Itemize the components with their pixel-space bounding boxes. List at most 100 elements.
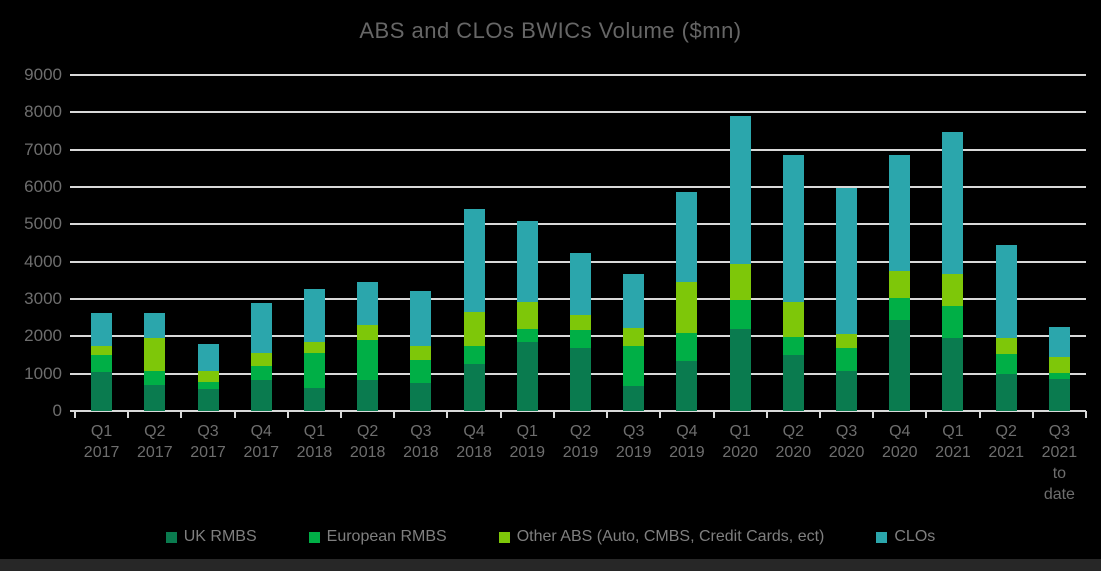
bar-segment [889, 319, 911, 411]
bar-segment [303, 288, 325, 343]
x-axis-tick [978, 411, 981, 418]
bar-segment [729, 263, 751, 300]
footer-strip [0, 559, 1101, 571]
x-axis-tick [712, 411, 715, 418]
bar-segment [570, 330, 591, 348]
plot-area [70, 74, 1087, 418]
gridline [70, 74, 1086, 76]
x-axis-label: Q2 2021 [988, 423, 1024, 461]
x-axis-tick [286, 411, 289, 418]
bar-segment [144, 370, 166, 385]
bar-segment [303, 342, 325, 354]
bar-segment [463, 312, 485, 347]
bar-segment [676, 192, 698, 282]
bar-segment [836, 370, 858, 411]
x-axis-label: Q3 2021 to date [1041, 423, 1078, 503]
bar-segment [516, 328, 538, 342]
bar-segment [357, 340, 379, 381]
y-axis-tick-label: 5000 [24, 214, 62, 234]
x-axis-tick [393, 411, 396, 418]
x-axis-tick [74, 411, 76, 418]
legend-marker [165, 531, 177, 543]
bar-segment [410, 383, 432, 411]
bar-segment [729, 329, 751, 411]
x-axis-tick [446, 411, 449, 418]
bar-segment [357, 282, 379, 325]
bar-segment [836, 334, 858, 348]
bar-segment [995, 337, 1017, 354]
bar-segment [570, 347, 591, 411]
bar-segment [889, 155, 911, 271]
bar-segment [995, 353, 1017, 375]
x-axis-tick [925, 411, 928, 418]
bar-segment [676, 333, 698, 362]
bar-segment [410, 360, 432, 384]
bar-segment [676, 281, 698, 334]
gridline [70, 148, 1086, 151]
legend-item: Other ABS (Auto, CMBS, Credit Cards, ect… [498, 528, 824, 546]
x-axis-label: Q4 2020 [881, 423, 918, 461]
bar-segment [836, 187, 858, 335]
bar-segment [197, 343, 219, 372]
gridline [70, 223, 1086, 226]
bar-segment [91, 346, 113, 356]
x-axis-tick [606, 411, 609, 418]
x-axis-label: Q4 2017 [243, 423, 280, 461]
x-axis-tick [765, 411, 768, 418]
bar-segment [942, 337, 964, 411]
bar-segment [144, 384, 166, 411]
bar-segment [570, 253, 591, 315]
bar-segment [995, 374, 1017, 411]
bar-segment [623, 328, 645, 347]
y-axis-tick-label: 4000 [24, 251, 62, 271]
x-axis-label: Q2 2018 [349, 423, 386, 461]
legend-marker [876, 531, 888, 543]
bar-segment [623, 385, 645, 411]
x-axis-label: Q1 2021 [935, 423, 971, 461]
bar-segment [197, 381, 219, 390]
bar-segment [782, 355, 804, 411]
x-axis-label: Q3 2017 [190, 423, 226, 461]
bar-segment [729, 299, 751, 330]
legend-marker [498, 531, 510, 543]
bar-segment [1048, 373, 1070, 380]
legend-label: European RMBS [326, 528, 447, 545]
x-axis: Q1 2017 Q2 2017 Q3 2017 Q4 2017 Q1 2018 Q2 20… [75, 421, 1086, 521]
bar-segment [570, 314, 591, 330]
bar-segment [516, 301, 538, 329]
x-axis-label: Q3 2018 [403, 423, 439, 461]
y-axis-tick-label: 0 [52, 401, 62, 420]
x-axis-label: Q2 2017 [137, 423, 173, 461]
bar-segment [197, 389, 219, 411]
y-axis-tick-label: 2000 [24, 326, 62, 346]
x-axis-label: Q1 2017 [83, 423, 120, 461]
x-axis-label: Q2 2020 [775, 423, 812, 461]
bar-segment [197, 371, 219, 382]
x-axis-tick [1085, 411, 1087, 418]
legend: UK RMBS European RMBS Other ABS (Auto, CMB… [0, 528, 1101, 546]
x-axis-tick [127, 411, 130, 418]
bar-segment [463, 363, 485, 411]
bar-segment [623, 346, 645, 386]
bar-segment [410, 291, 432, 347]
y-axis-tick-label: 7000 [24, 139, 62, 159]
bar-segment [516, 341, 538, 411]
x-axis-tick [818, 411, 821, 418]
bar-segment [676, 361, 698, 411]
bar-segment [91, 371, 113, 411]
bar-segment [995, 245, 1017, 338]
gridline [70, 186, 1086, 188]
x-axis-label: Q3 2019 [615, 423, 652, 461]
bar-segment [250, 302, 272, 353]
chart-title: ABS and CLOs BWICs Volume ($mn) [359, 18, 742, 43]
bar-segment [623, 274, 645, 329]
bar-segment [782, 155, 804, 302]
legend-label: CLOs [894, 528, 936, 545]
bar-segment [250, 380, 272, 411]
x-axis-label: Q2 2019 [562, 423, 599, 461]
x-axis-label: Q4 2018 [456, 423, 492, 461]
bar-segment [463, 346, 485, 364]
y-axis-tick-label: 6000 [24, 177, 62, 196]
legend-marker [308, 531, 320, 543]
